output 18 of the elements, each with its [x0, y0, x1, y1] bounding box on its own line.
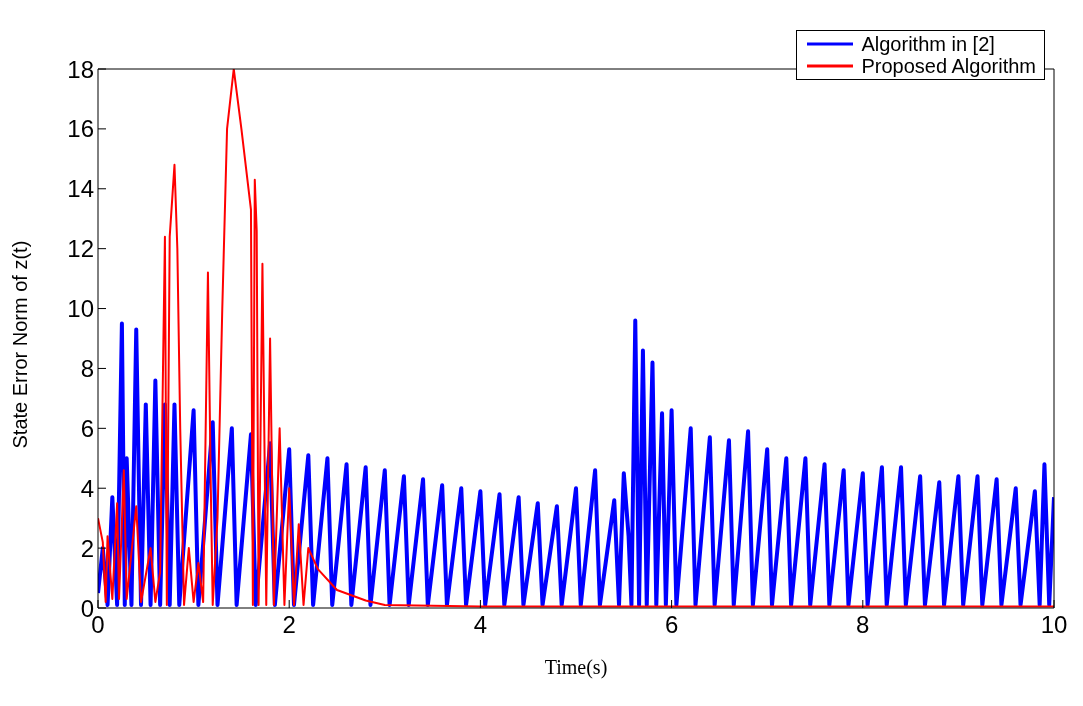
y-tick-label: 14	[67, 175, 94, 203]
y-tick-label: 2	[80, 534, 94, 562]
x-tick-label: 2	[282, 611, 296, 639]
y-tick-label: 6	[80, 414, 94, 442]
x-tick-label: 6	[664, 611, 679, 639]
y-tick-label: 18	[67, 55, 94, 83]
y-tick-label: 4	[80, 474, 94, 502]
y-tick-label: 8	[80, 354, 94, 382]
x-tick-label: 4	[473, 611, 488, 639]
x-tick-label: 10	[1040, 611, 1068, 639]
y-axis-title: State Error Norm of z(t)	[9, 240, 32, 449]
x-tick-label: 8	[856, 611, 870, 639]
x-axis-title: Time(s)	[544, 656, 608, 679]
legend-label: Proposed Algorithm	[861, 55, 1036, 77]
y-tick-label: 12	[67, 235, 94, 263]
y-tick-label: 10	[67, 295, 94, 323]
legend-label: Algorithm in [2]	[861, 33, 995, 55]
y-tick-label: 16	[67, 115, 94, 143]
